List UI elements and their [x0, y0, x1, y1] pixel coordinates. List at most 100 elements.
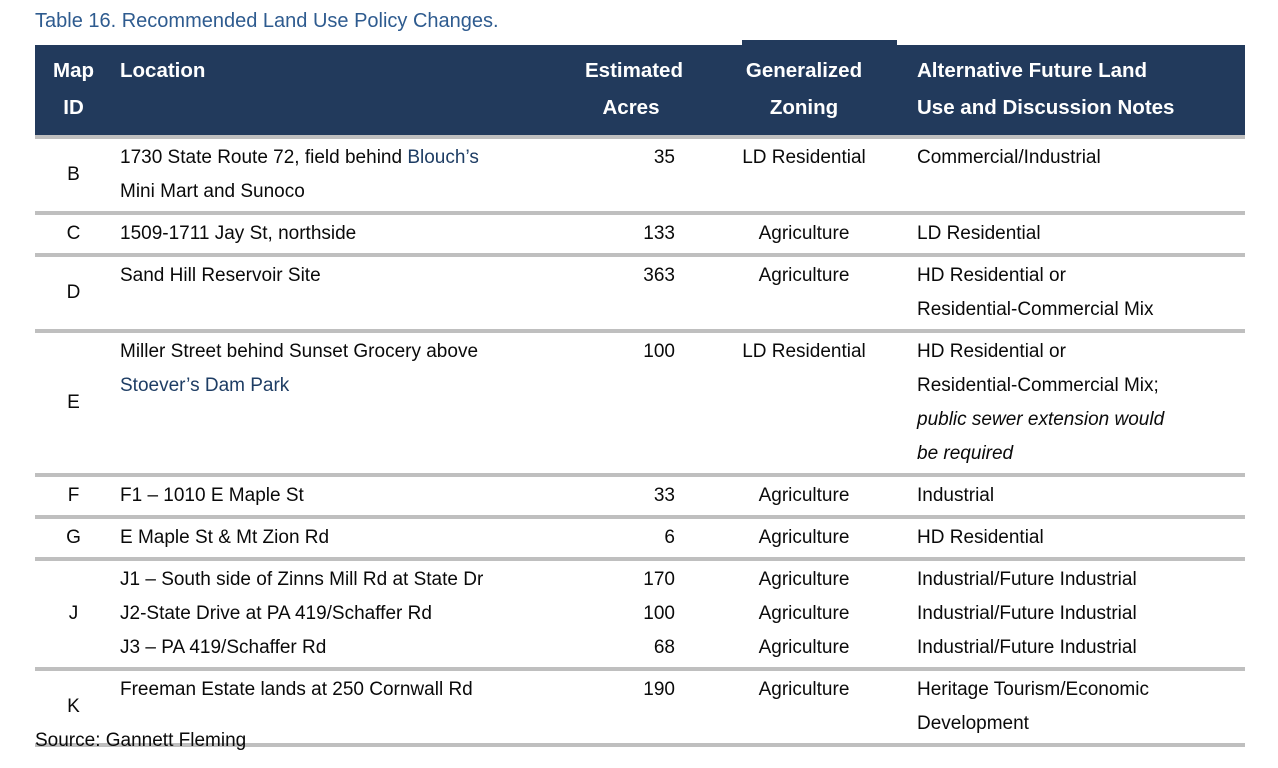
cell-estimated-acres: 363: [585, 259, 703, 327]
cell-generalized-zoning: Agriculture Agriculture Agriculture: [703, 563, 905, 665]
cell-estimated-acres: 133: [585, 217, 703, 251]
place-name-text: Stoever’s Dam Park: [120, 375, 290, 396]
header-cell-zoning: Generalized Zoning: [703, 52, 905, 126]
text-segment: HD Residential or: [917, 265, 1066, 286]
place-name-text: Blouch’s: [407, 147, 479, 168]
text-segment: Mini Mart and Sunoco: [120, 181, 305, 202]
cell-text-line: Agriculture: [758, 485, 850, 506]
cell-text-line: Freeman Estate lands at 250 Cornwall Rd: [120, 673, 585, 707]
cell-estimated-acres: 35: [585, 141, 703, 209]
row-separator: [35, 667, 1245, 671]
row-separator: [35, 253, 1245, 257]
text-segment: F1 – 1010 E Maple St: [120, 485, 304, 506]
cell-text-line: HD Residential: [917, 521, 1245, 555]
cell-text-line: HD Residential or: [917, 259, 1245, 293]
cell-notes: LD Residential: [905, 217, 1245, 251]
header-label: Generalized: [745, 59, 863, 82]
table-header-row: Map ID Location Estimated Acres Generalized Zo…: [35, 45, 1245, 135]
cell-text-line: Agriculture: [758, 527, 850, 548]
text-segment: Heritage Tourism/Economic: [917, 679, 1149, 700]
cell-map-id: F: [67, 485, 80, 506]
cell-text-line: Agriculture: [758, 265, 850, 286]
cell-map-id: C: [66, 223, 81, 244]
header-label: Acres: [602, 96, 660, 119]
cell-text-line: LD Residential: [917, 217, 1245, 251]
row-separator: [35, 473, 1245, 477]
cell-map-id: B: [67, 164, 80, 185]
cell-location: J1 – South side of Zinns Mill Rd at Stat…: [112, 563, 585, 665]
cell-map-id: D: [66, 282, 81, 303]
row-separator: [35, 211, 1245, 215]
cell-text-line: Stoever’s Dam Park: [120, 369, 585, 403]
cell-location: Miller Street behind Sunset Grocery abov…: [112, 335, 585, 471]
cell-estimated-acres: 6: [585, 521, 703, 555]
header-cell-location: Location: [112, 52, 585, 126]
cell-text-line: Commercial/Industrial: [917, 141, 1245, 175]
cell-text-line: 68: [653, 637, 675, 658]
cell-text-line: J2-State Drive at PA 419/Schaffer Rd: [120, 597, 585, 631]
cell-notes: Industrial/Future Industrial Industrial/F…: [905, 563, 1245, 665]
cell-text-line: Residential-Commercial Mix: [917, 293, 1245, 327]
text-segment: J2-State Drive at PA 419/Schaffer Rd: [120, 603, 432, 624]
row-separator: [35, 135, 1245, 139]
text-segment: J3 – PA 419/Schaffer Rd: [120, 637, 327, 658]
cell-text-line: Agriculture: [758, 223, 850, 244]
cell-text-line: Residential-Commercial Mix;: [917, 369, 1245, 403]
header-cell-notes: Alternative Future Land Use and Discussio…: [905, 52, 1245, 126]
text-segment: Development: [917, 713, 1029, 734]
text-segment: Industrial/Future Industrial: [917, 603, 1137, 624]
cell-text-line: public sewer extension would: [917, 403, 1245, 437]
cell-text-line: 33: [653, 485, 675, 506]
cell-text-line: Miller Street behind Sunset Grocery abov…: [120, 335, 585, 369]
text-segment: 1509-1711 Jay St, northside: [120, 223, 357, 244]
cell-text-line: Sand Hill Reservoir Site: [120, 259, 585, 293]
cell-notes: Commercial/Industrial: [905, 141, 1245, 209]
text-segment: Miller Street behind Sunset Grocery abov…: [120, 341, 479, 362]
text-segment: public sewer extension would: [917, 409, 1165, 430]
cell-text-line: 190: [643, 679, 675, 700]
table-bottom-border: [35, 743, 1245, 747]
table-row: J J1 – South side of Zinns Mill Rd at Sta…: [35, 561, 1245, 667]
cell-location: 1509-1711 Jay St, northside: [112, 217, 585, 251]
cell-text-line: be required: [917, 437, 1245, 471]
text-segment: 1730 State Route 72, field behind: [120, 147, 408, 168]
cell-notes: Heritage Tourism/Economic Development: [905, 673, 1245, 741]
cell-text-line: Industrial/Future Industrial: [917, 597, 1245, 631]
cell-generalized-zoning: LD Residential: [703, 141, 905, 209]
text-segment: E Maple St & Mt Zion Rd: [120, 527, 330, 548]
cell-location: E Maple St & Mt Zion Rd: [112, 521, 585, 555]
row-separator: [35, 515, 1245, 519]
table-row: K Freeman Estate lands at 250 Cornwall Rd…: [35, 671, 1245, 743]
header-label: Alternative Future Land: [917, 59, 1148, 82]
cell-text-line: 100: [643, 341, 675, 362]
cell-generalized-zoning: Agriculture: [703, 673, 905, 741]
cell-text-line: 133: [643, 223, 675, 244]
cell-text-line: 363: [643, 265, 675, 286]
source-note: Source: Gannett Fleming: [35, 730, 247, 751]
table-caption: Table 16. Recommended Land Use Policy Ch…: [35, 10, 499, 32]
cell-generalized-zoning: Agriculture: [703, 521, 905, 555]
text-segment: Industrial/Future Industrial: [917, 569, 1137, 590]
cell-estimated-acres: 100: [585, 335, 703, 471]
cell-notes: Industrial: [905, 479, 1245, 513]
text-segment: Residential-Commercial Mix: [917, 299, 1154, 320]
cell-text-line: HD Residential or: [917, 335, 1245, 369]
header-label: Estimated: [585, 59, 683, 82]
text-segment: HD Residential: [917, 527, 1044, 548]
text-segment: J1 – South side of Zinns Mill Rd at Stat…: [120, 569, 484, 590]
row-separator: [35, 557, 1245, 561]
cell-text-line: Industrial: [917, 479, 1245, 513]
cell-text-line: 1730 State Route 72, field behind Blouch…: [120, 141, 585, 175]
cell-estimated-acres: 33: [585, 479, 703, 513]
cell-notes: HD Residential: [905, 521, 1245, 555]
cell-map-id: K: [67, 696, 80, 717]
header-label: Location: [120, 59, 206, 82]
cell-text-line: Agriculture: [758, 603, 850, 624]
table-row: F F1 – 1010 E Maple St 33 Agriculture Indust…: [35, 477, 1245, 515]
cell-text-line: Agriculture: [758, 679, 850, 700]
cell-notes: HD Residential or Residential-Commercial …: [905, 259, 1245, 327]
cell-generalized-zoning: Agriculture: [703, 259, 905, 327]
text-segment: Freeman Estate lands at 250 Cornwall Rd: [120, 679, 473, 700]
header-label: Map: [53, 59, 94, 82]
